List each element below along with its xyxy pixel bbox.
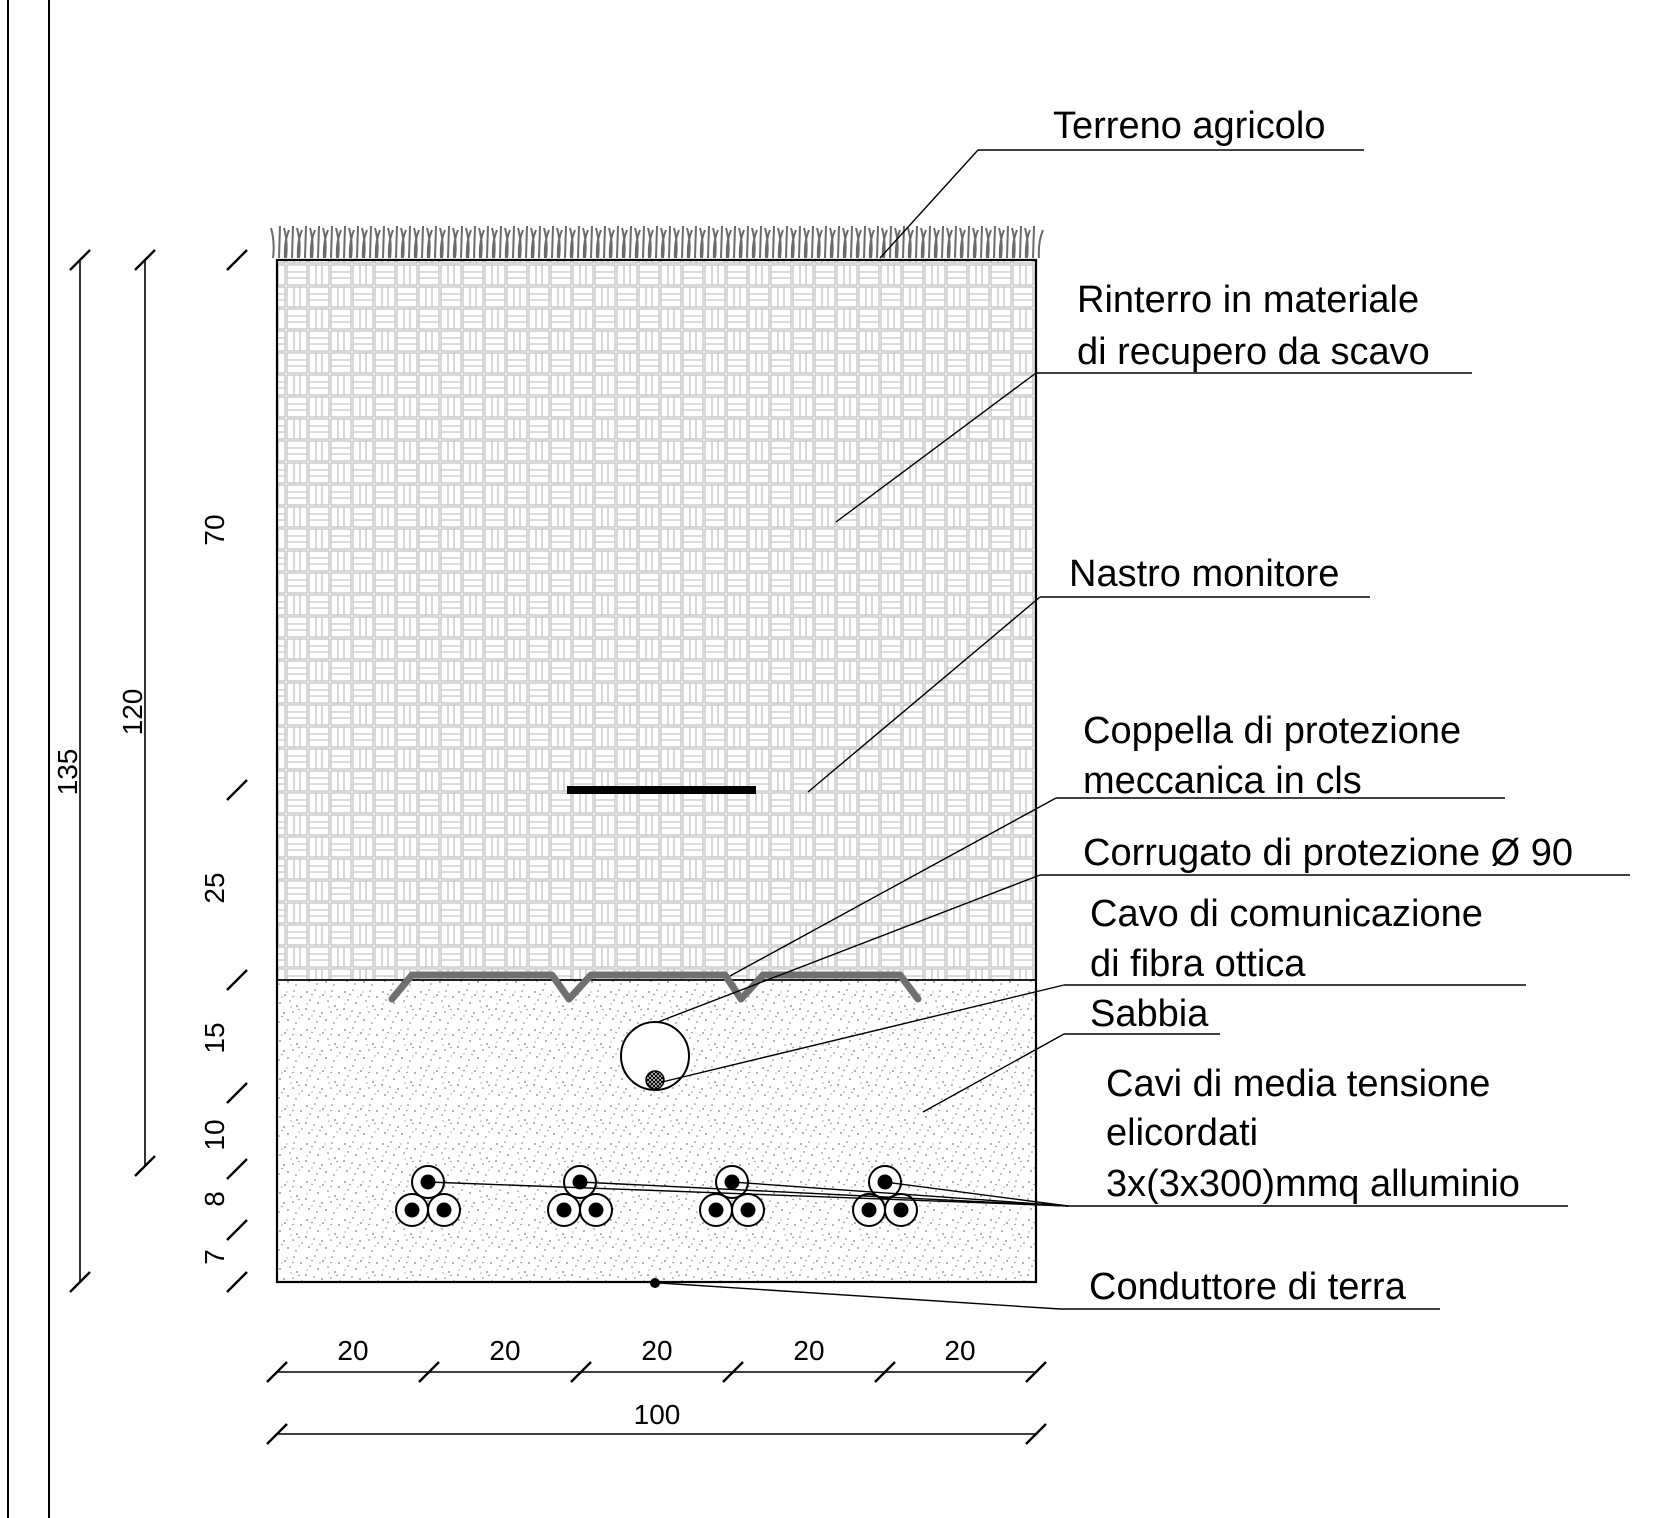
label-coppella: Coppella di protezione meccanica in cls <box>729 710 1505 977</box>
svg-text:120: 120 <box>117 689 148 736</box>
svg-text:70: 70 <box>199 514 230 545</box>
svg-text:Cavi di media tensione: Cavi di media tensione <box>1106 1063 1490 1105</box>
svg-text:Rinterro in materiale: Rinterro in materiale <box>1077 279 1419 321</box>
label-cavo-fibra: Cavo di comunicazione di fibra ottica <box>661 893 1526 1083</box>
svg-text:25: 25 <box>199 872 230 903</box>
svg-text:135: 135 <box>52 749 83 796</box>
concrete-protection-cover <box>388 971 922 1003</box>
svg-text:elicordati: elicordati <box>1106 1112 1258 1154</box>
svg-text:Sabbia: Sabbia <box>1090 993 1209 1035</box>
backfill-layer <box>277 260 1036 980</box>
corrugated-pipe <box>620 1021 690 1091</box>
label-corrugato: Corrugato di protezione Ø 90 <box>657 832 1630 1023</box>
svg-text:Conduttore di terra: Conduttore di terra <box>1089 1266 1407 1308</box>
svg-text:3x(3x300)mmq alluminio: 3x(3x300)mmq alluminio <box>1106 1163 1520 1205</box>
svg-text:15: 15 <box>199 1022 230 1053</box>
svg-text:di recupero da scavo: di recupero da scavo <box>1077 331 1430 373</box>
earth-conductor <box>650 1278 660 1288</box>
svg-text:7: 7 <box>199 1249 230 1265</box>
mv-cable-trefoil-3 <box>699 1165 765 1227</box>
label-nastro-monitore: Nastro monitore <box>807 553 1370 793</box>
svg-text:20: 20 <box>489 1335 520 1366</box>
svg-text:Corrugato di protezione Ø 90: Corrugato di protezione Ø 90 <box>1083 832 1573 874</box>
svg-text:8: 8 <box>199 1191 230 1207</box>
dim-horizontal-segments: 20 20 20 20 20 <box>266 1335 1047 1383</box>
svg-text:20: 20 <box>944 1335 975 1366</box>
dim-horizontal-total: 100 <box>266 1399 1047 1445</box>
mv-cable-trefoil-4 <box>852 1165 918 1227</box>
fiber-optic-cable <box>645 1070 665 1090</box>
dim-vertical-segments: 70 25 15 10 8 7 <box>199 249 248 1293</box>
label-terreno-agricolo: Terreno agricolo <box>879 105 1364 259</box>
svg-text:20: 20 <box>337 1335 368 1366</box>
grass-symbol <box>270 225 1044 259</box>
svg-text:Cavo di comunicazione: Cavo di comunicazione <box>1090 893 1483 935</box>
label-sabbia: Sabbia <box>922 993 1220 1113</box>
svg-text:Nastro monitore: Nastro monitore <box>1069 553 1339 595</box>
svg-text:100: 100 <box>634 1399 681 1430</box>
label-rinterro: Rinterro in materiale di recupero da sca… <box>835 279 1472 523</box>
svg-text:20: 20 <box>641 1335 672 1366</box>
dim-vertical-135: 135 <box>52 249 91 1293</box>
svg-text:20: 20 <box>793 1335 824 1366</box>
label-cavi-media-tensione: Cavi di media tensione elicordati 3x(3x3… <box>427 1063 1568 1207</box>
svg-text:meccanica in cls: meccanica in cls <box>1083 760 1362 802</box>
svg-text:di fibra ottica: di fibra ottica <box>1090 943 1306 985</box>
svg-text:Coppella di protezione: Coppella di protezione <box>1083 710 1461 752</box>
svg-text:10: 10 <box>199 1119 230 1150</box>
svg-text:Terreno agricolo: Terreno agricolo <box>1053 105 1325 147</box>
label-conduttore-terra: Conduttore di terra <box>659 1266 1440 1310</box>
dim-vertical-120: 120 <box>117 249 156 1177</box>
